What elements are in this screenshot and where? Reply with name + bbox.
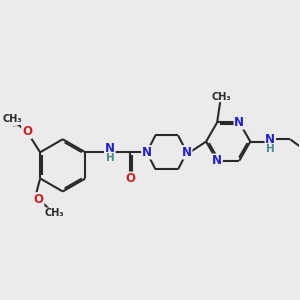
Text: N: N — [234, 116, 244, 129]
Text: N: N — [182, 146, 192, 159]
Text: N: N — [142, 146, 152, 159]
Text: O: O — [22, 125, 32, 138]
Text: H: H — [266, 144, 275, 154]
Text: N: N — [212, 154, 222, 167]
Text: methoxy: methoxy — [12, 126, 19, 128]
Text: CH₃: CH₃ — [212, 92, 232, 102]
Text: CH₃: CH₃ — [2, 114, 22, 124]
Text: N: N — [105, 142, 115, 155]
Text: O: O — [125, 172, 135, 185]
Text: O: O — [34, 193, 44, 206]
Text: N: N — [265, 133, 275, 146]
Text: CH₃: CH₃ — [44, 208, 64, 218]
Text: H: H — [106, 152, 114, 163]
